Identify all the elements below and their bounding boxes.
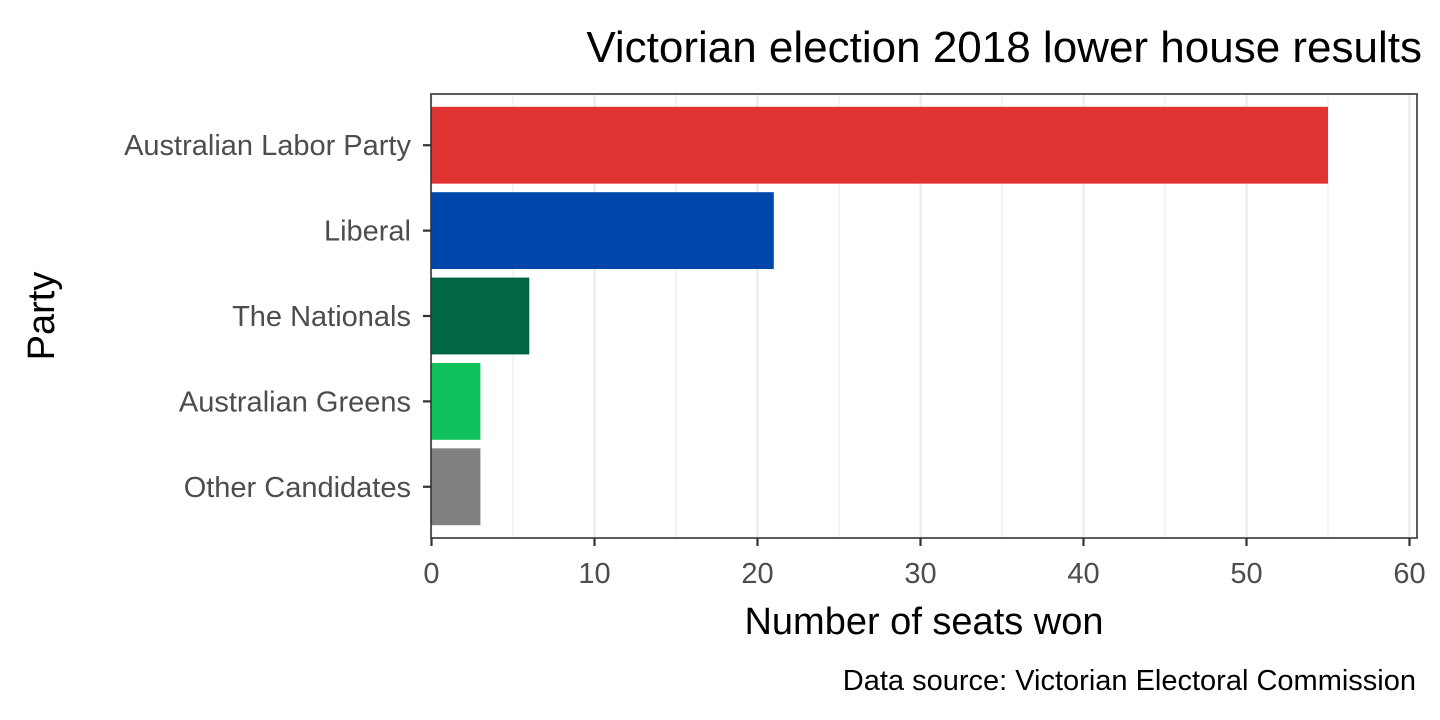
x-axis-title: Number of seats won [744, 601, 1103, 643]
bar-australian-labor-party [431, 106, 1328, 184]
x-tick-label: 40 [1067, 558, 1099, 590]
bar-layer [431, 106, 1328, 526]
y-tick-label: The Nationals [232, 301, 411, 333]
y-tick-label: Liberal [324, 216, 411, 248]
bar-liberal [431, 192, 774, 270]
x-tick-label: 20 [741, 558, 773, 590]
bar-the-nationals [431, 277, 530, 355]
x-tick-label: 10 [578, 558, 610, 590]
x-tick-label: 60 [1393, 558, 1425, 590]
y-tick-label: Other Candidates [184, 472, 411, 504]
data-source-caption: Data source: Victorian Electoral Commiss… [843, 665, 1416, 697]
y-tick-label: Australian Labor Party [124, 130, 411, 162]
x-tick-label: 50 [1230, 558, 1262, 590]
bar-other-candidates [431, 448, 481, 526]
x-axis: 0 10 20 30 40 50 60 [423, 538, 1426, 590]
y-axis: Australian Labor Party Liberal The Nationa… [124, 130, 431, 504]
y-axis-title: Party [21, 272, 63, 361]
bar-australian-greens [431, 362, 481, 440]
chart-title: Victorian election 2018 lower house resu… [586, 23, 1422, 72]
x-tick-label: 0 [423, 558, 439, 590]
y-tick-label: Australian Greens [179, 386, 411, 418]
x-tick-label: 30 [904, 558, 936, 590]
